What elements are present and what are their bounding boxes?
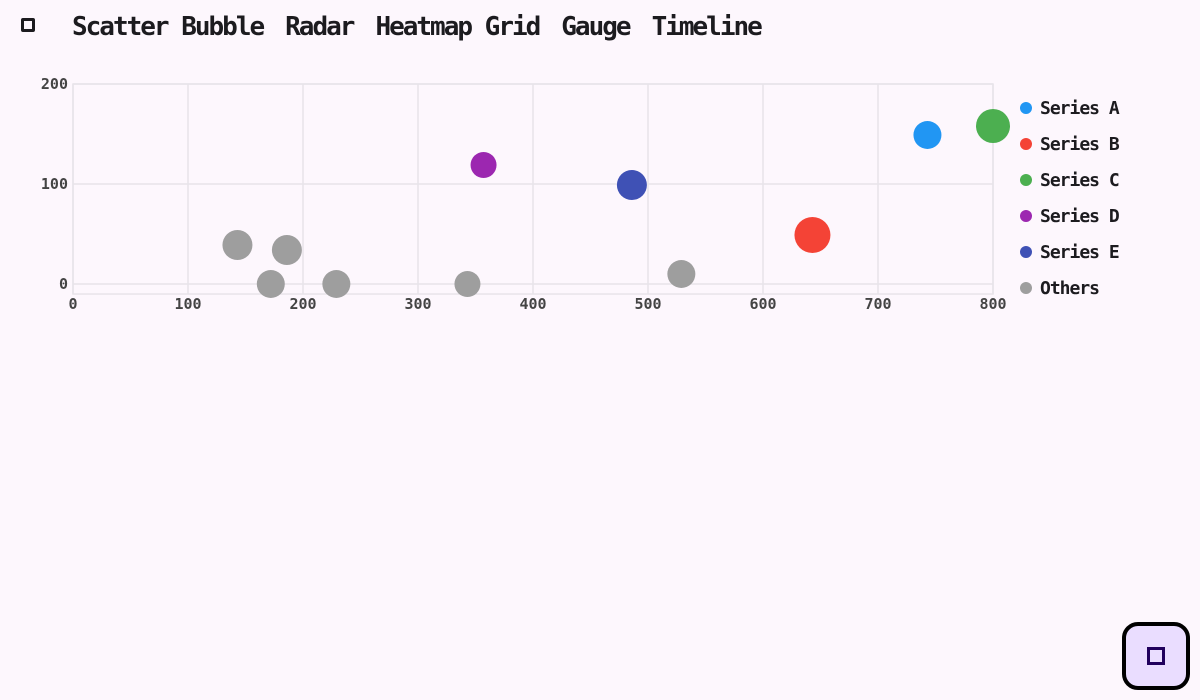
data-point[interactable] bbox=[322, 270, 351, 298]
data-point[interactable] bbox=[667, 260, 696, 288]
x-tick-label: 200 bbox=[289, 295, 316, 313]
tab-gauge[interactable]: Gauge bbox=[561, 12, 631, 42]
chart-tabs: Scatter Bubble Radar Heatmap Grid Gauge … bbox=[72, 12, 763, 42]
legend-swatch bbox=[1020, 246, 1032, 258]
data-point[interactable] bbox=[271, 235, 302, 265]
y-tick-label: 0 bbox=[59, 275, 68, 293]
legend-swatch bbox=[1020, 282, 1032, 294]
legend-label: Series B bbox=[1040, 133, 1120, 155]
x-tick-label: 300 bbox=[404, 295, 431, 313]
x-tick-label: 600 bbox=[749, 295, 776, 313]
y-tick-label: 200 bbox=[41, 75, 68, 93]
legend-item[interactable]: Series D bbox=[1020, 198, 1120, 234]
data-point[interactable] bbox=[616, 170, 647, 200]
x-tick-label: 800 bbox=[979, 295, 1006, 313]
legend-item[interactable]: Others bbox=[1020, 270, 1119, 306]
x-tick-label: 700 bbox=[864, 295, 891, 313]
legend-label: Others bbox=[1040, 277, 1100, 299]
legend-swatch bbox=[1020, 174, 1032, 186]
data-point[interactable] bbox=[222, 230, 253, 260]
legend-item[interactable]: Series C bbox=[1020, 162, 1120, 198]
data-point[interactable] bbox=[470, 152, 497, 178]
chart-ticks: 0 100 200 300 400 500 600 700 800 0 100 200 bbox=[41, 75, 1007, 313]
menu-button[interactable] bbox=[16, 13, 40, 37]
menu-icon bbox=[21, 18, 35, 32]
legend-swatch bbox=[1020, 102, 1032, 114]
tab-timeline[interactable]: Timeline bbox=[651, 12, 763, 42]
data-point[interactable] bbox=[794, 217, 831, 253]
top-bar: Scatter Bubble Radar Heatmap Grid Gauge … bbox=[0, 0, 1200, 56]
square-icon bbox=[1147, 647, 1165, 665]
tab-radar[interactable]: Radar bbox=[285, 12, 355, 42]
scatter-chart: 0 100 200 300 400 500 600 700 800 0 100 200 bbox=[41, 75, 1010, 313]
legend-item[interactable]: Series A bbox=[1020, 90, 1120, 126]
legend-label: Series E bbox=[1040, 241, 1120, 263]
data-point[interactable] bbox=[454, 271, 481, 297]
legend-swatch bbox=[1020, 138, 1032, 150]
legend-label: Series C bbox=[1040, 169, 1120, 191]
tab-scatter-bubble[interactable]: Scatter Bubble bbox=[72, 12, 265, 42]
x-tick-label: 400 bbox=[519, 295, 546, 313]
x-tick-label: 0 bbox=[68, 295, 77, 313]
tab-heatmap-grid[interactable]: Heatmap Grid bbox=[375, 12, 541, 42]
chart-points bbox=[222, 109, 1010, 298]
x-tick-label: 100 bbox=[174, 295, 201, 313]
legend-item[interactable]: Series E bbox=[1020, 234, 1120, 270]
legend-label: Series D bbox=[1040, 205, 1120, 227]
legend-item[interactable]: Series B bbox=[1020, 126, 1120, 162]
chart-grid bbox=[72, 83, 994, 295]
fab-button[interactable] bbox=[1122, 622, 1190, 690]
data-point[interactable] bbox=[976, 109, 1010, 143]
data-point[interactable] bbox=[913, 121, 942, 149]
chart-legend: Series A Series B Series C Series D Series E… bbox=[1020, 90, 1120, 306]
data-point[interactable] bbox=[256, 270, 285, 298]
legend-swatch bbox=[1020, 210, 1032, 222]
x-tick-label: 500 bbox=[634, 295, 661, 313]
y-tick-label: 100 bbox=[41, 175, 68, 193]
legend-label: Series A bbox=[1040, 97, 1120, 119]
